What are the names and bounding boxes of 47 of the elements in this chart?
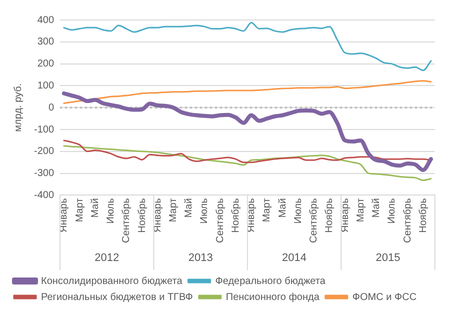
y-tick-label: 0 — [48, 102, 54, 114]
y-tick-label: -200 — [34, 146, 54, 158]
x-tick-label: Сентябрь — [121, 198, 132, 244]
y-tick-label: 400 — [37, 14, 54, 26]
x-tick-label: Июль — [292, 198, 304, 224]
y-tick-label: 200 — [37, 58, 54, 70]
x-tick-label: Май — [371, 198, 382, 218]
text: 2014 — [282, 252, 307, 264]
x-tick-label: Сентябрь — [402, 198, 414, 244]
x-tick-label: Сентябрь — [308, 198, 320, 244]
x-tick-label: Май — [277, 198, 288, 218]
x-tick-label: Май — [90, 198, 101, 218]
y-tick-label: 100 — [37, 80, 54, 92]
x-tick-label: Ноябрь — [418, 198, 429, 233]
x-tick-label: Ноябрь — [230, 198, 242, 233]
x-tick-label: Март — [168, 198, 179, 222]
x-tick-label: Январь — [340, 198, 351, 232]
x-tick-label: Июль — [199, 198, 210, 224]
y-tick-label: -400 — [34, 190, 54, 201]
x-tick-label: Январь — [58, 198, 70, 232]
x-tick-label: Ноябрь — [324, 198, 336, 233]
x-tick-label: Июль — [386, 198, 398, 224]
x-tick-label: Март — [74, 198, 86, 222]
line-series — [63, 22, 432, 72]
text: 2015 — [376, 252, 400, 264]
text: 2013 — [188, 252, 213, 264]
x-tick-label: Июль — [106, 198, 117, 224]
legend-label: Региональных бюджетов и ТГВФ — [41, 292, 194, 303]
x-tick-label: Март — [262, 198, 273, 222]
y-axis-title: млрд. руб. — [12, 83, 24, 132]
line-series — [63, 145, 432, 182]
legend-label: Пенсионного фонда — [226, 292, 320, 303]
line-series — [62, 91, 433, 172]
legend-label: ФОМС и ФСС — [352, 292, 417, 303]
x-tick-label: Январь — [246, 198, 258, 232]
y-tick-label: -300 — [34, 168, 54, 180]
x-tick-label: Май — [184, 198, 195, 218]
x-tick-label: Январь — [152, 198, 164, 232]
x-tick-label: Сентябрь — [214, 198, 226, 244]
legend-label: Консолидированного бюджета — [41, 276, 183, 287]
x-tick-label: Март — [355, 198, 366, 222]
text: 2012 — [94, 252, 120, 264]
line-series — [63, 80, 432, 104]
y-tick-label: -100 — [34, 124, 54, 136]
y-tick-label: 300 — [37, 36, 54, 48]
legend-label: Федерального бюджета — [215, 276, 326, 287]
x-tick-label: Ноябрь — [136, 198, 148, 233]
